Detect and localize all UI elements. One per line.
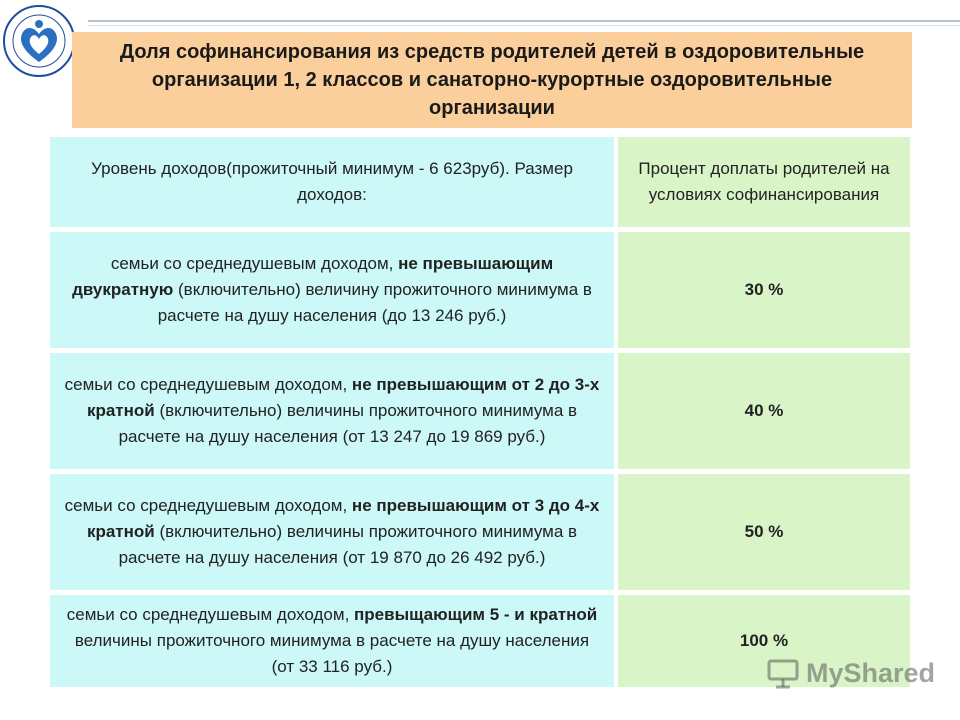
row-4-text-post: величины прожиточного минимума в расчете… [74,631,590,676]
heart-hands-logo-icon [3,5,75,77]
row-2-text-pre: семьи со среднедушевым доходом, [64,375,352,394]
header-percent: Процент доплаты родителей на условиях со… [618,137,910,227]
row-1-percent-value: 30 % [744,280,784,299]
table-row-4-income: семьи со среднедушевым доходом, превыщаю… [50,595,614,687]
row-1-text-bold: не превышающим двукратную [72,254,554,299]
table-row-1-income: семьи со среднедушевым доходом, не превы… [50,232,614,348]
row-4-text-pre: семьи со среднедушевым доходом, [66,605,355,624]
organization-logo [2,4,76,78]
watermark: MyShared [766,656,935,690]
row-1-text-post: (включительно) величину прожиточного мин… [157,280,592,325]
watermark-text: MyShared [806,657,936,688]
row-4-text-bold: превыщающим 5 - и кратной [354,605,598,624]
presentation-board-icon [767,659,799,689]
row-3-text-bold: не превышающим от 3 до 4-х кратной [86,496,600,541]
header-income-level-text: Уровень доходов(прожиточный минимум - 6 … [91,159,573,204]
table-row-2-income: семьи со среднедушевым доходом, не превы… [50,353,614,469]
row-2-text-post: (включительно) величины прожиточного мин… [118,401,578,446]
table-row-4-percent: 100 % [618,595,910,687]
row-4-percent-value: 100 % [739,631,789,650]
slide-title: Доля софинансирования из средств родител… [119,41,865,119]
slide-title-box: Доля софинансирования из средств родител… [72,32,912,128]
table-row-2-percent: 40 % [618,353,910,469]
row-2-text-bold: не превышающим от 2 до 3-х кратной [86,375,600,420]
header-income-level: Уровень доходов(прожиточный минимум - 6 … [50,137,614,227]
header-rule [88,20,960,22]
table-row-3-income: семьи со среднедушевым доходом, не превы… [50,474,614,590]
table-row-3-percent: 50 % [618,474,910,590]
header-rule-thin [88,25,960,26]
row-3-text-pre: семьи со среднедушевым доходом, [64,496,352,515]
row-3-text-post: (включительно) величины прожиточного мин… [118,522,578,567]
row-2-percent-value: 40 % [744,401,784,420]
table-row-1-percent: 30 % [618,232,910,348]
row-1-text-pre: семьи со среднедушевым доходом, [110,254,399,273]
header-percent-text: Процент доплаты родителей на условиях со… [638,159,890,204]
row-3-percent-value: 50 % [744,522,784,541]
